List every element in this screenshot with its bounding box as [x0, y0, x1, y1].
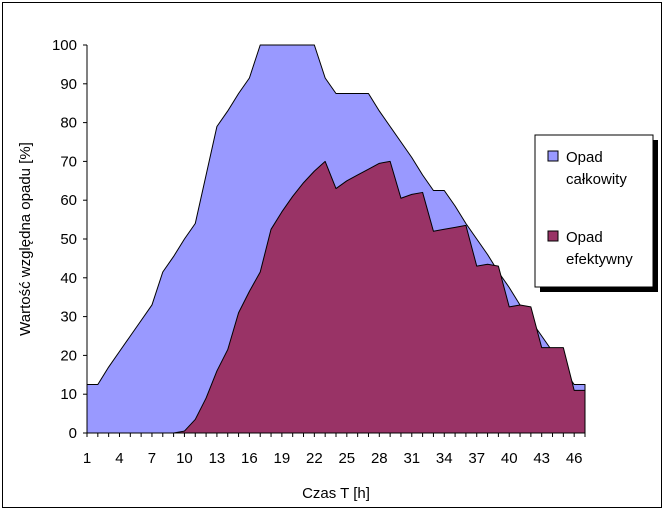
- y-tick-label: 30: [60, 309, 77, 326]
- x-tick-label: 25: [338, 450, 355, 467]
- x-tick-label: 19: [274, 450, 291, 467]
- x-tick-label: 37: [468, 450, 485, 467]
- x-tick-label: 22: [306, 450, 323, 467]
- x-tick-label: 31: [403, 450, 420, 467]
- x-tick-label: 43: [533, 450, 550, 467]
- legend-item-opad-efektywny: Opad efektywny: [547, 229, 633, 268]
- legend-label-opad-efektywny-line2: efektywny: [566, 251, 633, 268]
- x-axis-ticks: 1 4 7 10 13 16 19 22 25 28 31 34 37 40 43 46: [83, 433, 586, 467]
- x-tick-label: 1: [83, 450, 91, 467]
- x-axis-title: Czas T [h]: [302, 485, 370, 502]
- y-tick-label: 60: [60, 192, 77, 209]
- x-tick-label: 40: [501, 450, 518, 467]
- legend-swatch-opad-calkowity: [547, 150, 559, 162]
- x-tick-label: 28: [371, 450, 388, 467]
- y-tick-label: 80: [60, 115, 77, 132]
- plot-area: [86, 44, 586, 434]
- y-tick-label: 10: [60, 386, 77, 403]
- y-tick-label: 40: [60, 270, 77, 287]
- y-axis-title: Wartość względna opadu [%]: [17, 142, 34, 336]
- x-tick-label: 34: [436, 450, 453, 467]
- x-tick-label: 46: [566, 450, 583, 467]
- y-tick-label: 20: [60, 347, 77, 364]
- legend-swatch-opad-efektywny: [547, 230, 559, 242]
- y-tick-label: 90: [60, 76, 77, 93]
- x-tick-label: 4: [115, 450, 123, 467]
- legend-label-opad-calkowity-line2: całkowity: [566, 171, 627, 188]
- x-tick-label: 10: [176, 450, 193, 467]
- x-tick-label: 16: [241, 450, 258, 467]
- y-tick-label: 0: [69, 425, 77, 442]
- x-tick-label: 7: [148, 450, 156, 467]
- legend-label-opad-calkowity: Opad: [566, 149, 603, 166]
- legend-label-opad-efektywny: Opad: [566, 229, 603, 246]
- y-tick-label: 70: [60, 153, 77, 170]
- y-tick-label: 100: [52, 37, 77, 54]
- legend: Opad całkowity Opad efektywny: [534, 134, 658, 292]
- x-tick-label: 13: [209, 450, 226, 467]
- y-tick-label: 50: [60, 231, 77, 248]
- legend-item-opad-calkowity: Opad całkowity: [547, 149, 627, 188]
- y-axis-ticks: 0 10 20 30 40 50 60 70 80 90 100: [52, 37, 87, 442]
